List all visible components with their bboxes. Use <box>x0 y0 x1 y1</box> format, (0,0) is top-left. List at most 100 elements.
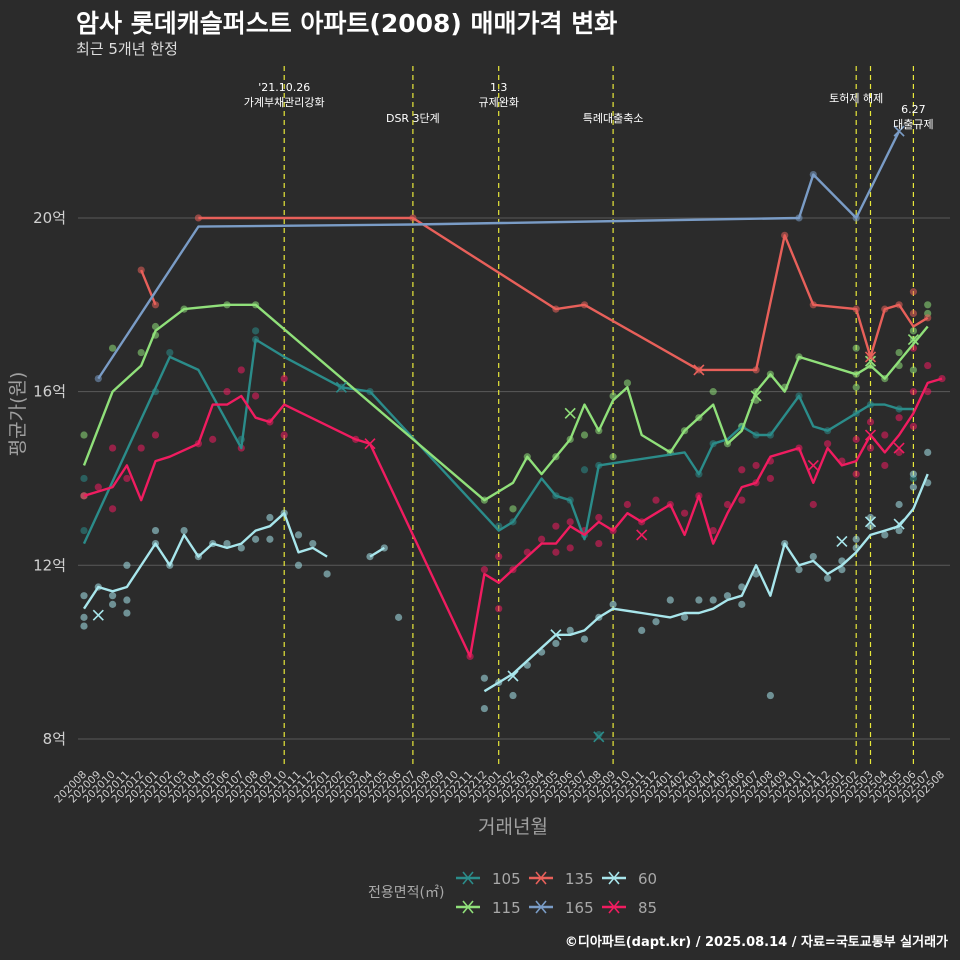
series-line-60 <box>483 473 929 693</box>
legend-title: 전용면적(㎡) <box>368 885 444 901</box>
cross-marker-115 <box>864 355 877 367</box>
data-point-60 <box>109 600 117 608</box>
data-point-85 <box>909 422 918 430</box>
legend-label: 105 <box>492 870 521 888</box>
cross-marker-105 <box>593 731 605 743</box>
cross-marker-115 <box>750 390 762 402</box>
data-point-60 <box>666 596 674 604</box>
data-point-60 <box>566 626 574 635</box>
cross-stroke <box>836 535 848 547</box>
data-point-85 <box>881 431 889 439</box>
legend-cross <box>462 900 474 914</box>
series-line-60 <box>369 546 385 558</box>
data-point-60 <box>266 513 274 522</box>
legend-cross <box>608 871 620 885</box>
data-point-85 <box>723 500 732 509</box>
data-point-115 <box>623 379 632 387</box>
data-point-85 <box>924 361 932 370</box>
data-point-60 <box>681 613 689 621</box>
data-point-85 <box>137 444 145 452</box>
data-point-60 <box>881 531 889 539</box>
cross-stroke <box>564 407 576 419</box>
data-point-85 <box>123 474 131 483</box>
data-point-60 <box>80 622 88 630</box>
series-line-135 <box>198 216 929 372</box>
data-point-85 <box>681 509 689 517</box>
cross-marker-85 <box>636 529 648 541</box>
annotation-lines <box>283 66 915 765</box>
data-point-85 <box>566 544 574 552</box>
cross-stroke <box>864 516 877 528</box>
data-point-85 <box>866 418 875 426</box>
cross-markers <box>92 125 919 743</box>
data-point-60 <box>895 500 903 509</box>
cross-stroke <box>364 438 376 450</box>
data-point-85 <box>109 444 117 452</box>
data-point-60 <box>123 609 131 617</box>
cross-stroke <box>864 351 877 363</box>
data-point-85 <box>766 474 775 483</box>
annotation-label: DSR 3단계 <box>386 112 440 125</box>
data-point-60 <box>151 526 160 535</box>
legend-label: 60 <box>638 870 657 888</box>
legend-cross <box>462 871 474 885</box>
cross-stroke <box>636 529 648 541</box>
data-point-60 <box>266 535 274 543</box>
cross-marker-85 <box>893 442 905 454</box>
cross-marker-115 <box>907 333 919 346</box>
data-point-60 <box>294 531 303 539</box>
data-point-105 <box>80 526 88 535</box>
data-point-85 <box>237 366 245 374</box>
data-point-60 <box>824 574 832 582</box>
data-point-135 <box>909 309 918 318</box>
cross-marker-60 <box>550 629 562 641</box>
data-point-115 <box>852 344 860 352</box>
data-point-60 <box>580 635 589 643</box>
data-point-85 <box>552 548 560 556</box>
data-point-85 <box>809 500 817 509</box>
data-point-85 <box>495 605 503 613</box>
data-point-60 <box>909 470 918 478</box>
data-point-60 <box>766 691 775 700</box>
data-point-85 <box>652 496 660 504</box>
data-point-105 <box>166 348 174 357</box>
data-point-60 <box>223 539 231 548</box>
series-line-105 <box>82 338 914 545</box>
data-point-85 <box>252 392 260 400</box>
data-point-85 <box>824 440 832 448</box>
cross-stroke <box>864 355 877 367</box>
cross-marker-165 <box>893 125 905 137</box>
series-line-115 <box>82 303 929 502</box>
cross-stroke <box>893 442 905 454</box>
data-point-85 <box>538 535 546 543</box>
cross-marker-135 <box>693 364 705 376</box>
cross-marker-85 <box>807 459 819 471</box>
cross-stroke <box>807 459 819 471</box>
data-point-85 <box>480 566 488 574</box>
cross-stroke <box>507 670 519 682</box>
data-point-60 <box>652 618 660 626</box>
chart-subtitle: 최근 5개년 한정 <box>76 40 178 58</box>
data-point-115 <box>137 348 145 357</box>
legend-cross <box>535 900 547 914</box>
data-point-85 <box>738 466 746 474</box>
x-axis-title: 거래년월 <box>478 816 548 838</box>
data-point-60 <box>723 592 732 600</box>
data-point-115 <box>852 383 860 391</box>
data-point-85 <box>752 461 760 470</box>
data-point-85 <box>738 496 746 504</box>
cross-stroke <box>92 609 104 621</box>
data-point-105 <box>252 327 260 335</box>
cross-stroke <box>893 518 905 530</box>
cross-stroke <box>550 629 562 641</box>
data-point-60 <box>109 592 117 600</box>
data-point-60 <box>852 535 860 543</box>
data-point-60 <box>638 626 646 635</box>
data-point-85 <box>280 374 288 383</box>
data-point-115 <box>609 453 617 461</box>
data-point-60 <box>395 613 403 621</box>
data-point-85 <box>881 461 889 470</box>
legend-cross <box>608 900 620 914</box>
annotation-label: 특례대출축소 <box>583 112 644 125</box>
